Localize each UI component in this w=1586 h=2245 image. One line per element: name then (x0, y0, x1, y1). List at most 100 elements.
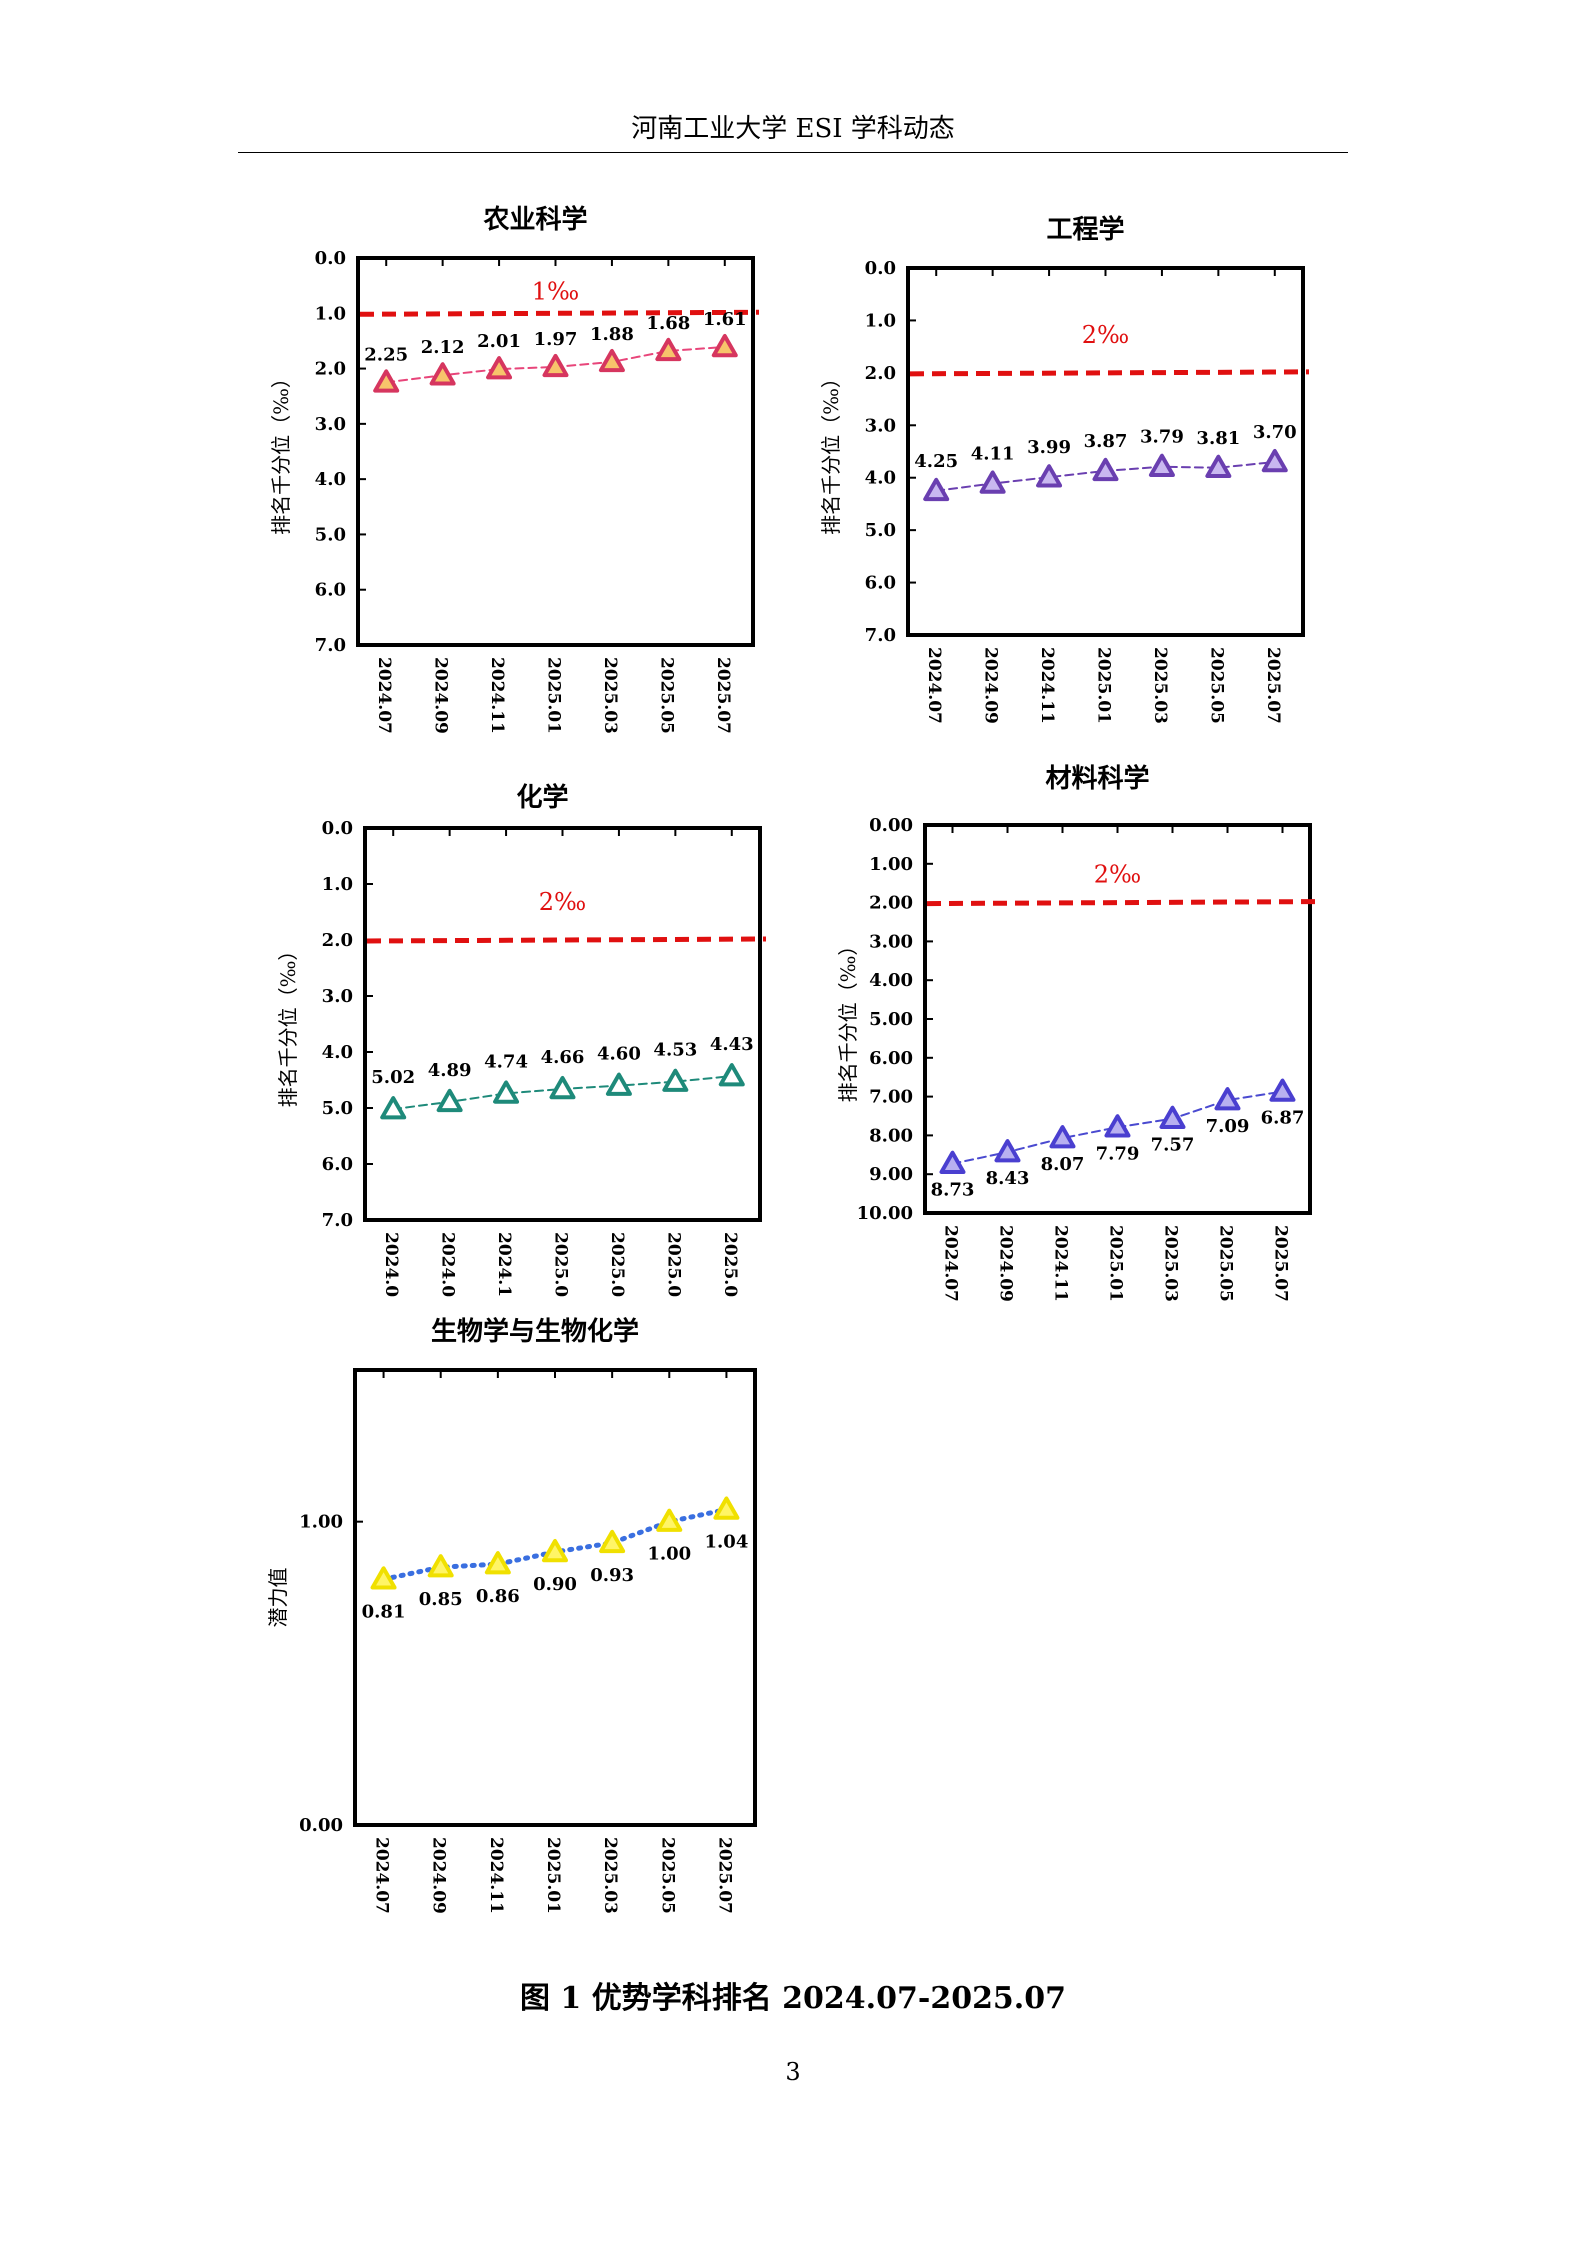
threshold-label: 2‰ (539, 888, 586, 916)
y-tick-label: 5.0 (315, 524, 346, 545)
data-label: 2.25 (364, 344, 408, 365)
y-tick-label: 3.0 (865, 415, 896, 436)
data-point-marker (1049, 1125, 1076, 1149)
y-tick-label: 6.0 (865, 573, 896, 594)
y-tick-label: 7.0 (315, 635, 346, 656)
y-tick-label: 1.00 (299, 1512, 343, 1533)
y-tick-label: 2.0 (865, 363, 896, 384)
x-tick-label: 2025.01 (1094, 647, 1114, 724)
y-tick-label: 6.0 (315, 580, 346, 601)
data-point-marker (711, 334, 738, 358)
y-tick-label: 2.00 (869, 893, 913, 914)
data-point-marker (1214, 1087, 1241, 1111)
data-point-marker (427, 1554, 454, 1578)
y-tick-label: 0.00 (299, 1815, 343, 1836)
data-label: 8.73 (931, 1180, 975, 1201)
x-tick-label: 2024.09 (431, 657, 451, 734)
data-label: 4.53 (653, 1040, 697, 1061)
data-point-marker (605, 1072, 632, 1096)
x-tick-label: 2024.1 (494, 1232, 514, 1297)
data-label: 5.02 (371, 1067, 415, 1088)
data-point-marker (718, 1063, 745, 1087)
x-tick-label: 2024.07 (372, 1837, 392, 1914)
y-tick-label: 2.0 (315, 359, 346, 380)
data-label: 2.01 (477, 331, 521, 352)
data-label: 6.87 (1261, 1108, 1305, 1129)
y-tick-label: 8.00 (869, 1125, 913, 1146)
data-label: 0.85 (419, 1589, 463, 1610)
data-point-marker (549, 1075, 576, 1100)
data-label: 1.61 (703, 309, 747, 330)
x-tick-label: 2024.11 (1051, 1225, 1071, 1302)
data-point-marker (493, 1080, 520, 1104)
data-point-marker (1269, 1078, 1296, 1102)
data-point-marker (484, 1551, 511, 1575)
data-point-marker (373, 369, 400, 393)
figure-caption: 图 1 优势学科排名 2024.07-2025.07 (519, 1981, 1067, 2016)
chart-title: 农业科学 (482, 204, 587, 235)
x-tick-label: 2024.09 (981, 647, 1001, 724)
x-tick-label: 2025.0 (720, 1232, 740, 1297)
x-tick-label: 2025.05 (657, 1837, 677, 1914)
x-tick-label: 2025.05 (1216, 1225, 1236, 1302)
data-label: 1.88 (590, 324, 634, 345)
y-tick-label: 1.00 (869, 854, 913, 875)
x-tick-label: 2025.03 (600, 1837, 620, 1914)
data-label: 1.97 (534, 329, 578, 350)
data-point-marker (542, 353, 569, 378)
y-axis-label: 排名千分位（‰） (269, 368, 293, 535)
data-label: 3.99 (1027, 437, 1071, 458)
data-point-marker (939, 1150, 966, 1174)
data-point-marker (1205, 454, 1232, 479)
y-axis-label: 潜力值 (266, 1568, 290, 1628)
y-tick-label: 1.0 (315, 303, 346, 324)
data-label: 0.93 (590, 1565, 634, 1586)
x-tick-label: 2025.01 (544, 657, 564, 734)
chart-title: 工程学 (1046, 214, 1124, 245)
chart-title: 生物学与生物化学 (431, 1316, 639, 1347)
y-tick-label: 6.00 (869, 1048, 913, 1069)
threshold-line (926, 899, 1317, 907)
y-tick-label: 0.0 (322, 818, 353, 839)
plot-frame (353, 1368, 757, 1827)
y-tick-label: 3.0 (315, 414, 346, 435)
data-label: 4.11 (971, 443, 1015, 464)
page-number: 3 (785, 2058, 801, 2086)
y-tick-label: 1.0 (322, 874, 353, 895)
x-tick-label: 2025.07 (714, 1837, 734, 1914)
data-point-marker (429, 362, 456, 386)
data-point-marker (370, 1566, 397, 1590)
page-header: 河南工业大学 ESI 学科动态 (631, 114, 955, 144)
data-label: 7.79 (1096, 1143, 1140, 1164)
x-tick-label: 2024.09 (429, 1837, 449, 1914)
chart-chemistry: 化学 0.0 1.0 2.0 3.0 4.0 5.0 6.0 7.0 2024.0 2024.0 20… (276, 782, 767, 1297)
data-point-marker (656, 1508, 683, 1532)
y-tick-label: 4.0 (322, 1042, 353, 1063)
y-axis-label: 排名千分位（‰） (819, 368, 843, 535)
threshold-label: 1‰ (532, 277, 579, 305)
x-tick-label: 2025.0 (663, 1232, 683, 1297)
y-tick-label: 5.0 (322, 1098, 353, 1119)
x-tick-label: 2024.0 (438, 1232, 458, 1297)
header-divider (238, 152, 1348, 153)
data-point-marker (979, 470, 1006, 494)
y-tick-label: 0.0 (315, 248, 346, 269)
x-tick-label: 2025.07 (713, 657, 733, 734)
data-label: 8.07 (1041, 1154, 1085, 1175)
data-point-marker (1261, 448, 1288, 473)
threshold-line (909, 369, 1310, 377)
data-label: 4.43 (710, 1034, 754, 1055)
y-tick-label: 4.0 (315, 469, 346, 490)
data-point-marker (1104, 1114, 1131, 1138)
y-tick-label: 4.0 (865, 468, 896, 489)
x-tick-label: 2025.01 (543, 1837, 563, 1914)
y-tick-label: 0.00 (869, 815, 913, 836)
data-label: 3.79 (1140, 427, 1184, 448)
data-label: 4.74 (484, 1051, 528, 1072)
y-tick-label: 7.0 (865, 625, 896, 646)
data-label: 4.25 (914, 451, 958, 472)
data-point-marker (923, 477, 950, 502)
chart-title: 化学 (516, 782, 568, 813)
y-tick-label: 0.0 (865, 258, 896, 279)
chart-title: 材料科学 (1045, 763, 1149, 794)
